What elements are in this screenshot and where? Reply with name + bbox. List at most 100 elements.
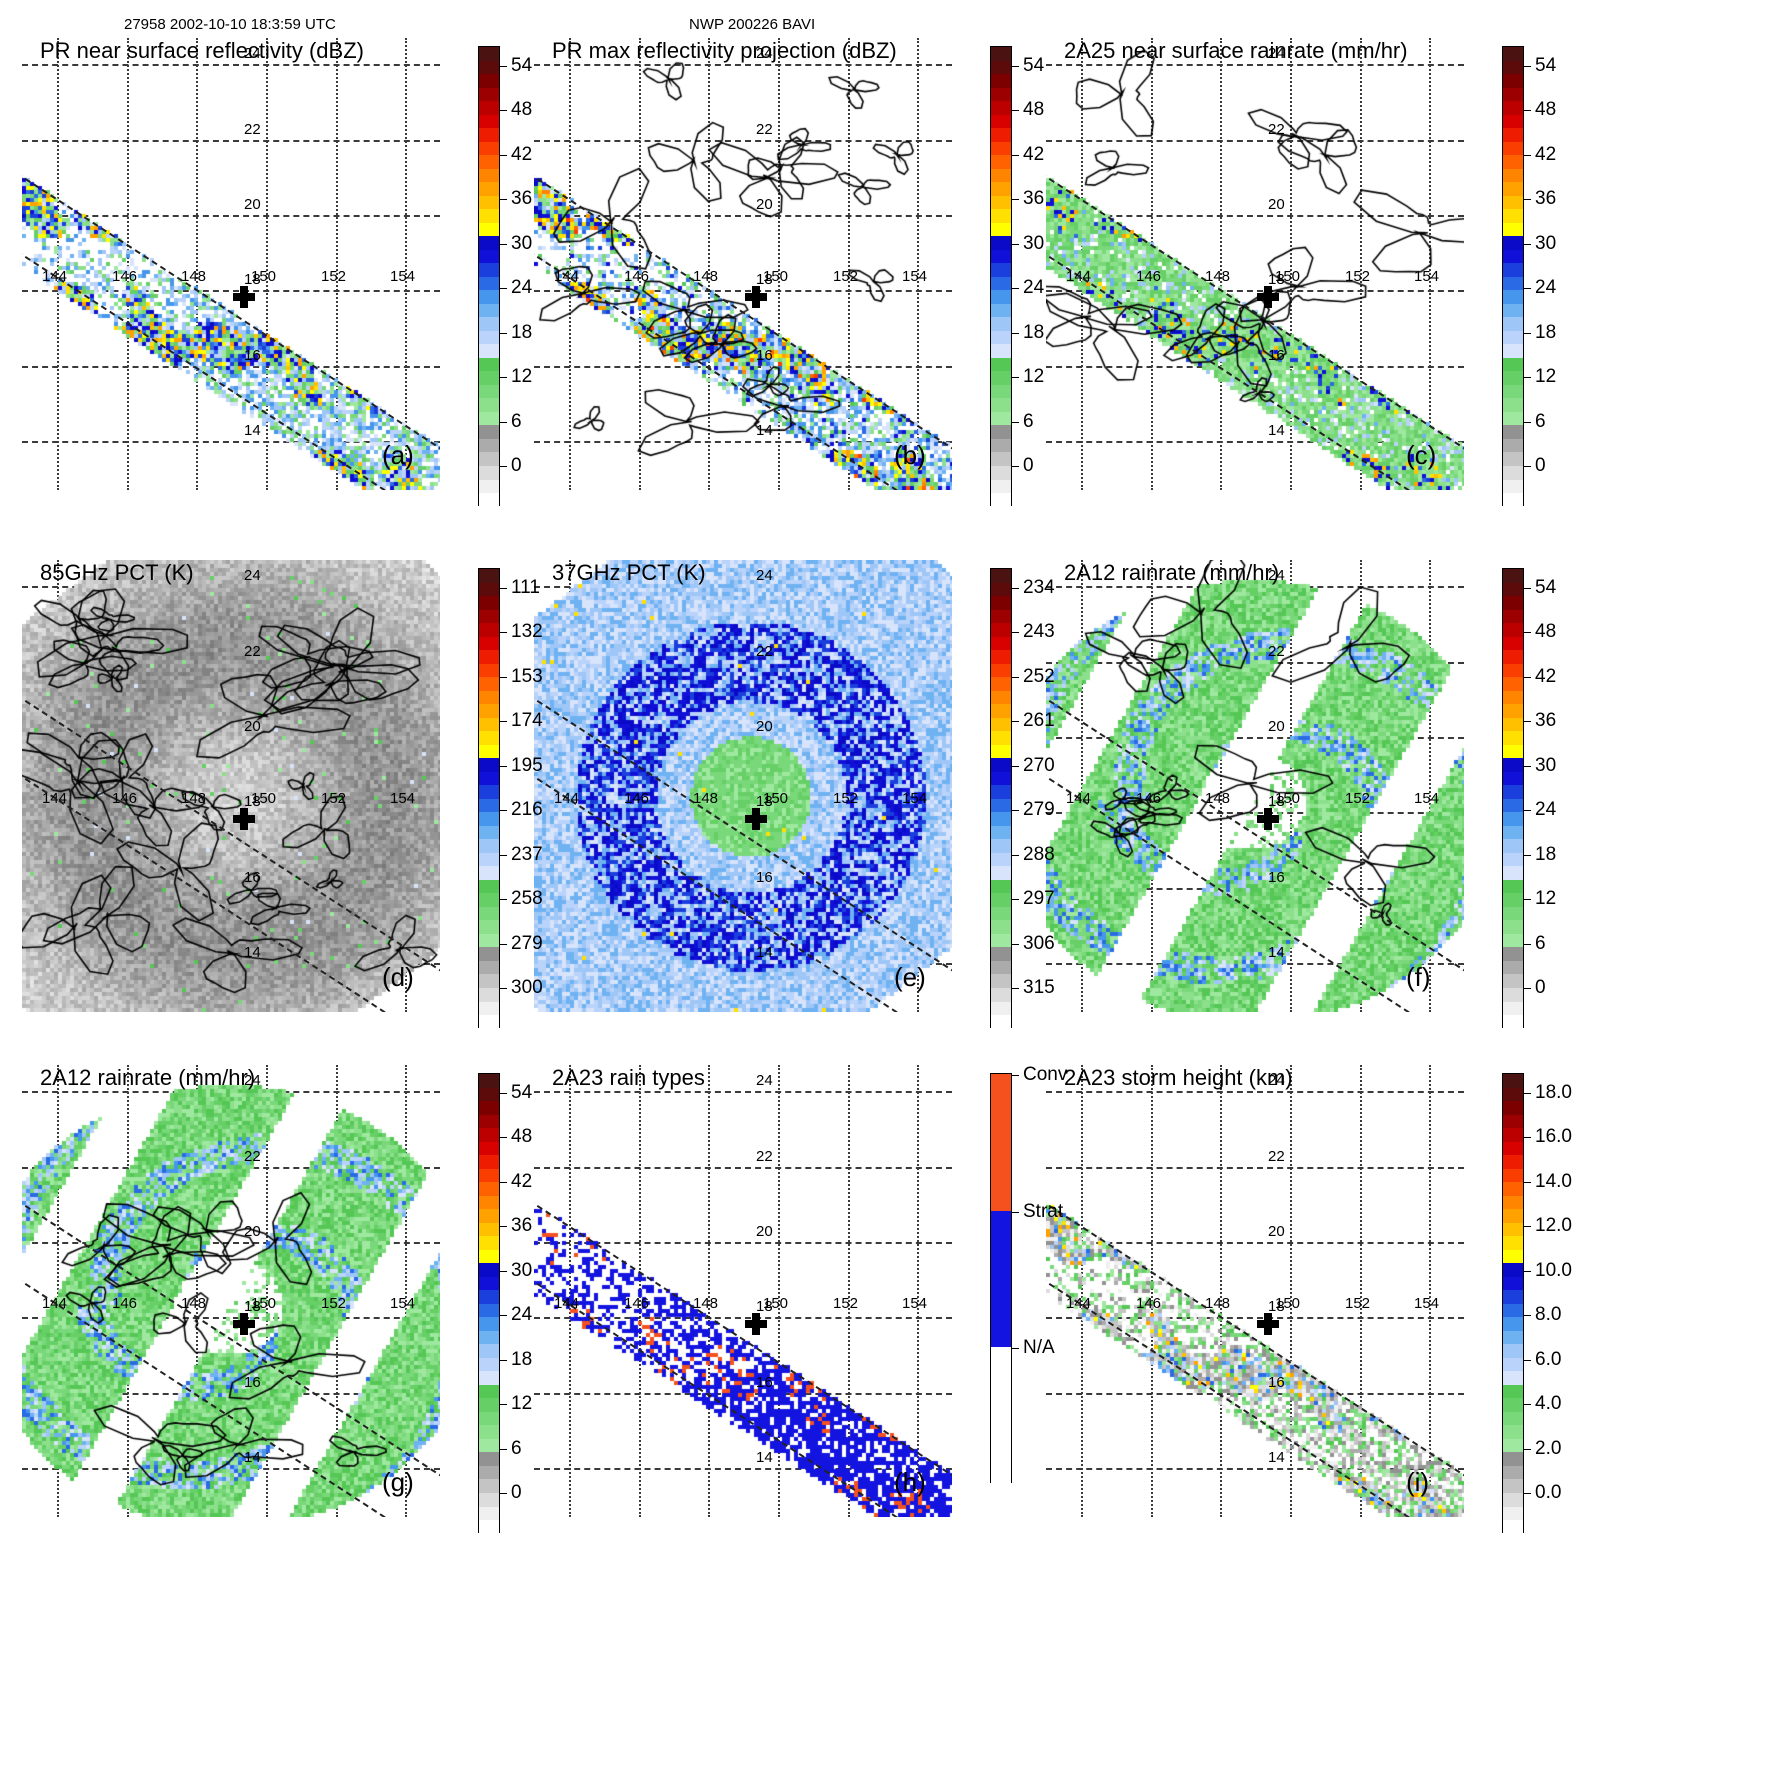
colorbar-tick	[500, 1360, 507, 1361]
colorbar-tick	[500, 1093, 507, 1094]
colorbar-tick-label: 12	[1023, 366, 1045, 387]
colorbar-tick	[1012, 766, 1019, 767]
colorbar-segment	[1503, 636, 1523, 651]
colorbar-segment	[1503, 731, 1523, 745]
plot-area-g[interactable]: 144 146 148 150 152 154 24 22 20 18 16 14	[22, 1065, 440, 1517]
colorbar-segment	[1503, 141, 1523, 156]
lat-tick-label: 24	[756, 1072, 773, 1089]
lat-tick-label: 22	[756, 643, 773, 660]
colorbar-segment	[991, 357, 1011, 372]
lat-tick-label: 22	[244, 121, 261, 138]
panel-title-i: 2A23 storm height (km)	[1064, 1065, 1293, 1090]
colorbar-segment	[1503, 1506, 1523, 1521]
colorbar-segment	[479, 596, 499, 610]
lon-tick-label: 152	[321, 268, 347, 285]
data-raster-g	[22, 1065, 440, 1517]
colorbar-segment	[1503, 866, 1523, 880]
lon-tick-label: 152	[833, 268, 859, 285]
colorbar-tick-label: 297	[1023, 888, 1055, 909]
colorbar-tick	[1524, 244, 1531, 245]
colorbar-segment	[479, 717, 499, 732]
colorbar-tick-label: 8.0	[1535, 1304, 1562, 1325]
colorbar-tick	[500, 677, 507, 678]
rainrate-colorbar: 54 48 42 36 30 24 18 12 6 0	[1502, 568, 1622, 1029]
colorbar-segment	[479, 933, 499, 948]
colorbar-segment	[991, 128, 1011, 142]
colorbar-segment	[1503, 1195, 1523, 1210]
colorbar-segment	[991, 493, 1011, 507]
colorbar-segment	[479, 465, 499, 480]
colorbar-tick	[1012, 944, 1019, 945]
colorbar-tick	[1012, 677, 1019, 678]
colorbar-tick-label: 36	[1535, 710, 1557, 731]
colorbar-segment	[479, 1506, 499, 1521]
center-cross-marker	[1257, 286, 1279, 308]
colorbar-segment	[1503, 493, 1523, 507]
colorbar-segment	[991, 839, 1011, 853]
plot-area-e[interactable]: 144 146 148 150 152 154 24 22 20 18 16 14	[534, 560, 952, 1012]
colorbar-segment	[479, 1236, 499, 1250]
colorbar-segment	[479, 182, 499, 196]
colorbar-tick-label: 24	[511, 277, 533, 298]
panel-title-f: 2A12 rainrate (mm/hr)	[1064, 560, 1280, 585]
lat-tick-label: 16	[1268, 347, 1285, 364]
colorbar-segment	[991, 717, 1011, 732]
colorbar-segment	[479, 87, 499, 102]
colorbar-tick	[500, 588, 507, 589]
plot-area-f[interactable]: 144 146 148 150 152 154 24 22 20 18 16 14	[1046, 560, 1464, 1012]
colorbar-tick-label: 288	[1023, 844, 1055, 865]
lat-tick-label: 22	[1268, 1148, 1285, 1165]
colorbar-tick	[500, 721, 507, 722]
plot-area-c[interactable]: 144 146 148 150 152 154 24 22 20 18 16 14	[1046, 38, 1464, 490]
colorbar-segment	[479, 569, 499, 583]
lat-tick-label: 22	[756, 1148, 773, 1165]
colorbar-segment	[1503, 1074, 1523, 1088]
colorbar-segment	[1503, 1087, 1523, 1102]
lat-tick-label: 22	[244, 643, 261, 660]
colorbar-segment	[1503, 371, 1523, 385]
plot-area-d[interactable]: 144 146 148 150 152 154 24 22 20 18 16 14	[22, 560, 440, 1012]
colorbar-segment	[991, 569, 1011, 583]
colorbar-segment	[1503, 1236, 1523, 1250]
colorbar-segment	[479, 452, 499, 466]
colorbar-tick-label: 42	[511, 1171, 533, 1192]
colorbar-segment	[479, 236, 499, 250]
colorbar-segment	[1503, 1371, 1523, 1385]
colorbar-segment	[479, 1249, 499, 1264]
colorbar-tick	[1524, 422, 1531, 423]
colorbar-segment	[479, 1425, 499, 1439]
colorbar-tick	[1524, 333, 1531, 334]
colorbar-tick-label: 24	[1535, 277, 1557, 298]
colorbar-tick-label: 216	[511, 799, 543, 820]
data-raster-i	[1046, 1065, 1464, 1517]
colorbar-tick-label: 30	[511, 233, 533, 254]
colorbar-segment	[479, 344, 499, 358]
lon-tick-label: 154	[902, 1295, 928, 1312]
colorbar-segment	[1503, 974, 1523, 988]
lat-tick-label: 18	[244, 1298, 261, 1315]
colorbar-tick	[1012, 588, 1019, 589]
colorbar-segment	[479, 1357, 499, 1372]
colorbar-tick	[1012, 810, 1019, 811]
colorbar-tick-label: 0	[511, 1482, 522, 1503]
plot-area-h[interactable]: 144 146 148 150 152 154 24 22 20 18 16 14	[534, 1065, 952, 1517]
colorbar-tick	[500, 944, 507, 945]
colorbar-segment	[1503, 425, 1523, 439]
plot-area-b[interactable]: 144 146 148 150 152 154 24 22 20 18 16 14	[534, 38, 952, 490]
raintype-colorbar-strip	[990, 1073, 1012, 1484]
lat-tick-label: 22	[756, 121, 773, 138]
colorbar-tick-label: 48	[1535, 99, 1557, 120]
plot-area-i[interactable]: 144 146 148 150 152 154 24 22 20 18 16 14	[1046, 1065, 1464, 1517]
colorbar-segment	[991, 663, 1011, 678]
colorbar-segment	[1503, 47, 1523, 61]
lat-tick-label: 16	[244, 347, 261, 364]
colorbar-segment	[1503, 344, 1523, 358]
colorbar-tick-label: 153	[511, 666, 543, 687]
colorbar-segment	[479, 60, 499, 75]
colorbar-tick	[1524, 377, 1531, 378]
colorbar-segment	[1503, 690, 1523, 705]
colorbar-tick-label: 16.0	[1535, 1126, 1572, 1147]
colorbar-segment	[1503, 947, 1523, 961]
colorbar-tick	[1524, 1093, 1531, 1094]
plot-area-a[interactable]: 144 146 148 150 152 154 24 22 20 18 16 14	[22, 38, 440, 490]
